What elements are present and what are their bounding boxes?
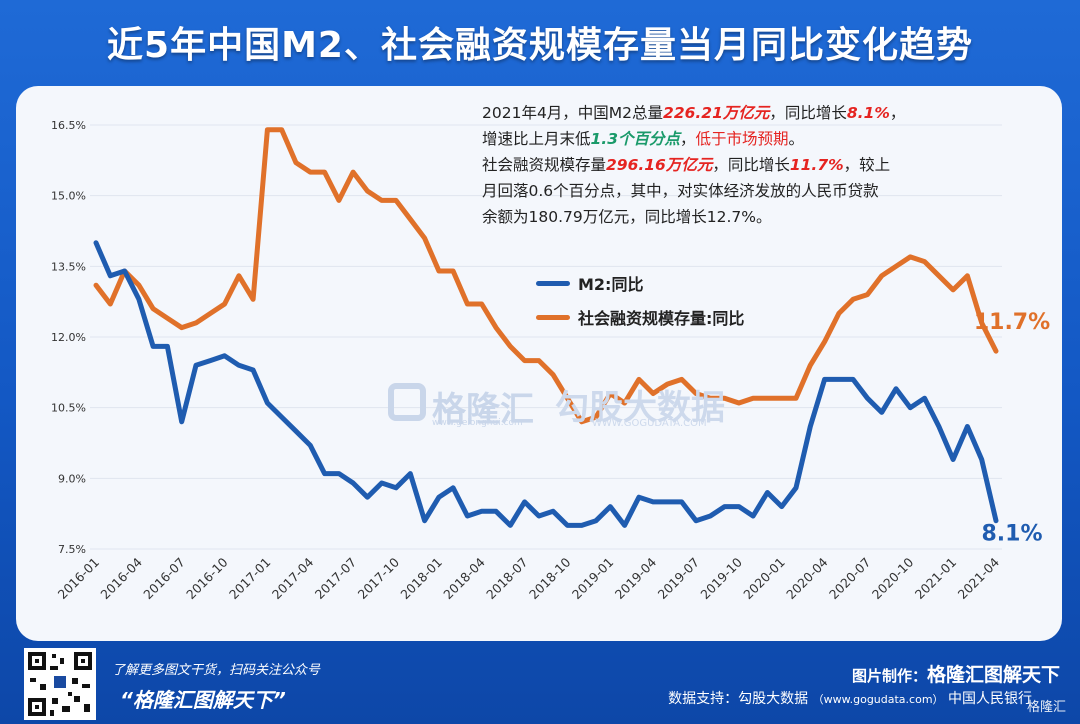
watermark-brand2: 勾股大数据 — [555, 388, 725, 428]
info-text-block: 2021年4月，中国M2总量226.21万亿元，同比增长8.1%， 增速比上月末… — [482, 100, 962, 230]
y-tick-label: 10.5% — [51, 402, 86, 415]
x-tick-label: 2019-01 — [569, 555, 617, 603]
y-tick-label: 16.5% — [51, 119, 86, 132]
info-line-1: 2021年4月，中国M2总量226.21万亿元，同比增长8.1%， — [482, 104, 906, 122]
info-line-5: 余额为180.79万亿元，同比增长12.7%。 — [482, 208, 772, 226]
watermark-brand: 格隆汇 — [432, 390, 534, 430]
legend-m2-swatch — [536, 281, 570, 286]
x-tick-label: 2021-01 — [912, 555, 960, 603]
legend-m2-label: M2:同比 — [578, 275, 644, 294]
x-tick-label: 2016-07 — [140, 555, 188, 603]
info-line-2: 增速比上月末低1.3个百分点，低于市场预期。 — [482, 130, 805, 148]
y-tick-label: 12.0% — [51, 331, 86, 344]
x-tick-label: 2018-04 — [440, 554, 488, 602]
y-tick-label: 15.0% — [51, 190, 86, 203]
x-tick-label: 2016-10 — [183, 554, 231, 602]
x-tick-label: 2017-07 — [312, 555, 360, 603]
tsf-line — [93, 127, 999, 425]
x-tick-label: 2019-04 — [612, 554, 660, 602]
x-tick-label: 2017-04 — [269, 554, 317, 602]
x-tick-label: 2019-10 — [697, 554, 745, 602]
x-tick-label: 2016-01 — [55, 555, 103, 603]
x-tick-label: 2018-01 — [397, 555, 445, 603]
m2-line-end-label: 8.1% — [981, 522, 1042, 547]
chart-card: 7.5% 9.0% 10.5% 12.0% 13.5% 15.0% 16.5% 2016-0… — [16, 86, 1062, 641]
watermark-logo-icon — [388, 383, 426, 421]
legend-tsf-label: 社会融资规模存量:同比 — [578, 309, 745, 328]
watermark-brand2-url: WWW.GOGUDATA.COM — [592, 418, 707, 429]
y-tick-label: 9.0% — [58, 472, 86, 485]
legend-tsf-swatch — [536, 315, 570, 320]
promo-account-name: “格隆汇图解天下” — [120, 688, 286, 712]
x-tick-label: 2020-01 — [740, 555, 788, 603]
x-tick-label: 2018-10 — [526, 554, 574, 602]
x-tick-label: 2016-04 — [97, 554, 145, 602]
x-tick-label: 2020-07 — [826, 555, 874, 603]
m2-line — [93, 240, 999, 528]
chart: 7.5% 9.0% 10.5% 12.0% 13.5% 15.0% 16.5% 2016-0… — [51, 119, 1050, 602]
tsf-line-end-label: 11.7% — [974, 310, 1050, 335]
corner-watermark: 格隆汇 — [1026, 700, 1066, 715]
x-axis-ticks: 2016-012016-042016-072016-102017-012017-… — [55, 554, 1003, 602]
made-by: 图片制作：格隆汇图解天下 — [851, 664, 1060, 686]
end-labels: 11.7% 8.1% — [974, 310, 1050, 547]
x-tick-label: 2020-04 — [783, 554, 831, 602]
page-title: 近5年中国M2、社会融资规模存量当月同比变化趋势 — [107, 25, 973, 66]
data-source: 数据支持：勾股大数据 （www.gogudata.com） 中国人民银行 — [668, 691, 1032, 707]
x-tick-label: 2020-10 — [869, 554, 917, 602]
y-tick-label: 7.5% — [58, 543, 86, 556]
x-tick-label: 2019-07 — [655, 555, 703, 603]
x-tick-label: 2017-01 — [226, 555, 274, 603]
gridlines — [90, 124, 1002, 550]
x-tick-label: 2021-04 — [955, 554, 1003, 602]
y-tick-label: 13.5% — [51, 260, 86, 273]
info-line-4: 月回落0.6个百分点，其中，对实体经济发放的人民币贷款 — [482, 182, 879, 200]
x-tick-label: 2017-10 — [355, 554, 403, 602]
promo-text: 了解更多图文干货，扫码关注公众号 — [112, 663, 321, 678]
watermark-brand-url: www.gelonghui.com — [432, 418, 523, 428]
y-axis-ticks: 7.5% 9.0% 10.5% 12.0% 13.5% 15.0% 16.5% — [51, 119, 86, 556]
info-line-3: 社会融资规模存量296.16万亿元，同比增长11.7%，较上 — [482, 156, 891, 174]
series-lines — [93, 127, 999, 528]
qr-code-icon[interactable] — [24, 648, 96, 720]
x-tick-label: 2018-07 — [483, 555, 531, 603]
